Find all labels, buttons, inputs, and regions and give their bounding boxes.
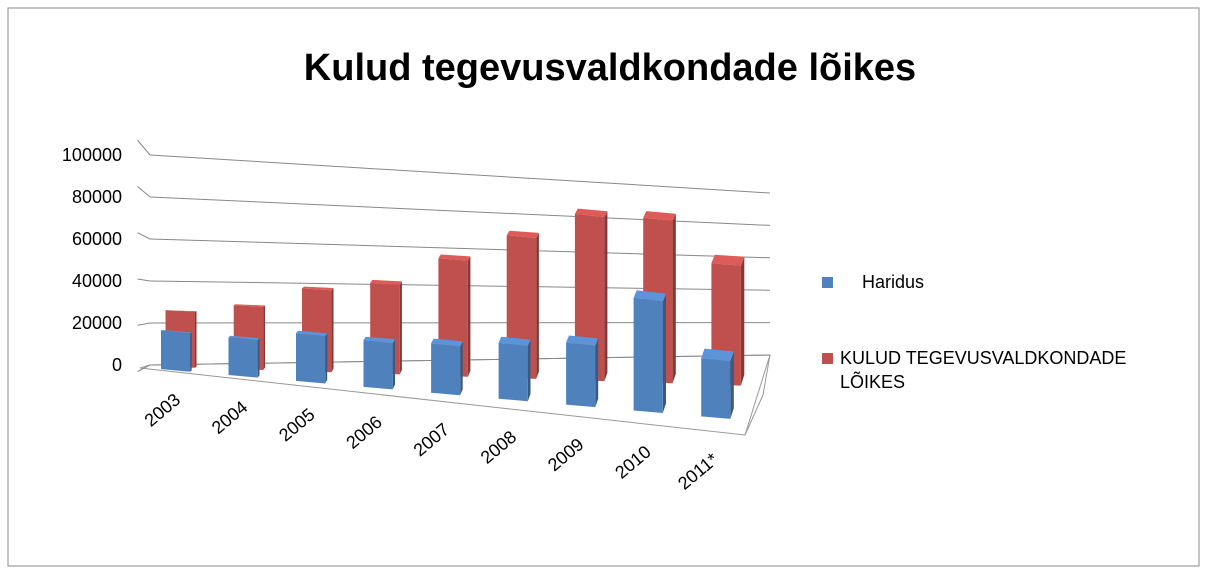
bar: [633, 290, 666, 413]
legend-swatch: [822, 277, 833, 288]
bar-side: [527, 339, 531, 402]
grid-line: [149, 154, 771, 194]
bar-front: [228, 337, 258, 378]
bar-front: [566, 342, 596, 408]
bar-front: [633, 297, 663, 413]
bar-side: [195, 311, 197, 368]
y-tick-label: 60000: [72, 229, 122, 249]
bar-front: [363, 340, 393, 390]
bar-top: [228, 335, 260, 341]
bar-top: [498, 336, 531, 346]
bar-front: [296, 333, 326, 384]
bar-side: [672, 213, 676, 384]
bar-top: [633, 290, 666, 302]
bar-side: [460, 341, 463, 396]
bar-top: [643, 211, 676, 221]
bar-top: [438, 254, 471, 261]
y-tick-label: 0: [112, 355, 122, 375]
tick-mark: [137, 186, 151, 198]
bar-front: [701, 358, 731, 419]
bar-top: [302, 286, 334, 291]
bar: [431, 338, 463, 396]
bar-side: [190, 332, 192, 372]
bar-side: [331, 288, 334, 373]
bar-side: [662, 293, 666, 413]
bar-front: [498, 342, 528, 402]
bar-top: [701, 348, 734, 362]
bar-top: [161, 330, 192, 334]
y-tick-label: 80000: [72, 187, 122, 207]
bar-front: [161, 330, 191, 372]
legend-label: KULUD TEGEVUSVALDKONDADE LÕIKES: [840, 348, 1127, 392]
tick-mark: [137, 278, 151, 282]
bar-side: [325, 333, 328, 384]
bar: [296, 330, 328, 384]
bar-top: [566, 335, 599, 346]
bar: [566, 335, 599, 408]
bar-top: [506, 230, 539, 238]
tick-mark: [137, 139, 151, 156]
bar-top: [711, 254, 745, 266]
floor-edge: [744, 394, 764, 436]
bar: [498, 336, 531, 402]
y-tick-label: 40000: [72, 271, 122, 291]
legend-swatch: [822, 353, 833, 364]
bar-side: [536, 232, 539, 379]
bar: [228, 335, 260, 378]
bar-top: [296, 330, 328, 337]
bar-side: [263, 305, 265, 370]
bar: [701, 348, 734, 419]
bar-top: [363, 336, 395, 344]
bar-top: [574, 208, 608, 217]
tick-mark: [137, 232, 151, 240]
bar-top: [370, 279, 402, 285]
bar-front: [431, 343, 461, 396]
tick-mark: [137, 364, 151, 372]
bar-top: [233, 304, 265, 307]
bar-side: [730, 351, 734, 419]
chart-title: Kulud tegevusvaldkondade lõikes: [304, 47, 916, 89]
legend-label: Haridus: [862, 272, 925, 292]
bar-top: [431, 338, 463, 347]
bar-side: [392, 339, 395, 390]
floor-edge: [762, 354, 771, 396]
bar-side: [257, 338, 260, 378]
y-tick-label: 20000: [72, 313, 122, 333]
bar-side: [604, 211, 608, 382]
bar-side: [467, 256, 471, 377]
tick-mark: [137, 322, 151, 326]
bar: [161, 330, 192, 372]
bar: [363, 336, 395, 390]
bar-side: [399, 281, 402, 375]
bar-side: [740, 256, 745, 386]
y-tick-label: 100000: [62, 145, 122, 165]
bar-top: [165, 310, 197, 312]
bar-side: [595, 338, 599, 408]
